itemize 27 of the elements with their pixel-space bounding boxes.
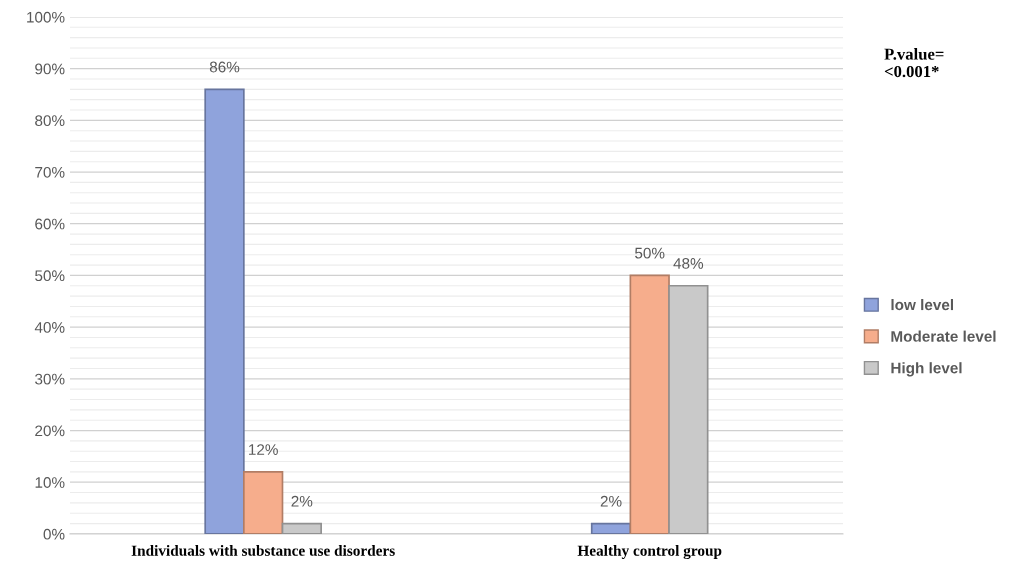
y-tick-label: 80% xyxy=(35,115,65,127)
y-tick-label: 100% xyxy=(27,11,65,23)
data-label: 2% xyxy=(291,495,313,507)
bar xyxy=(204,88,245,534)
y-tick-label: 90% xyxy=(35,63,65,75)
data-label: 2% xyxy=(600,495,622,507)
legend-label: Moderate level xyxy=(891,330,996,342)
bar xyxy=(590,522,632,534)
y-tick-label: 0% xyxy=(43,528,65,540)
data-label: 50% xyxy=(635,247,665,259)
data-label: 12% xyxy=(249,444,278,455)
legend-label: low level xyxy=(891,299,954,311)
x-tick-label: Healthy control group xyxy=(577,545,722,560)
y-tick-label: 60% xyxy=(35,218,65,230)
y-tick-label: 70% xyxy=(35,166,65,178)
y-tick-label: 40% xyxy=(34,322,65,333)
y-tick-label: 50% xyxy=(35,270,65,282)
bar xyxy=(629,274,670,534)
y-tick-label: 30% xyxy=(35,373,65,385)
x-tick-label: Individuals with substance use disorders xyxy=(131,545,395,556)
bar xyxy=(243,471,284,534)
legend-label: High level xyxy=(891,362,962,377)
y-tick-label: 10% xyxy=(35,477,65,488)
data-label: 86% xyxy=(209,61,240,73)
text: P.value= <0.001* xyxy=(884,48,944,78)
y-tick-label: 20% xyxy=(35,425,65,437)
data-label: 48% xyxy=(673,258,704,269)
